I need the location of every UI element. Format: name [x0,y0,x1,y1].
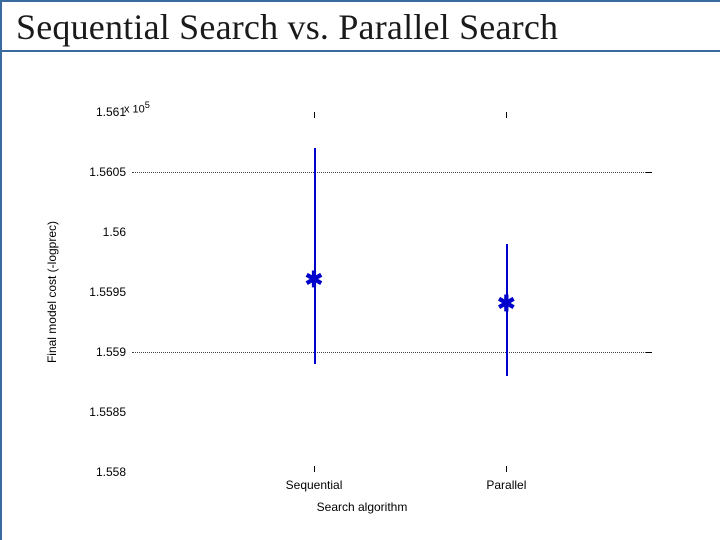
y-tick-dash [646,172,652,173]
data-point-marker: ✱ [305,269,323,291]
y-tick-label: 1.558 [96,465,132,479]
data-point-marker: ✱ [497,293,515,315]
chart: Final model cost (-logprec) x 105 1.5581… [42,92,682,512]
error-bar [314,148,316,364]
y-tick-label: 1.56 [103,225,132,239]
y-tick-dash [646,352,652,353]
slide-title-wrap: Sequential Search vs. Parallel Search [2,2,720,50]
x-top-tick [506,112,507,118]
y-tick-label: 1.5605 [89,165,132,179]
title-underline [0,50,720,52]
x-axis-title: Search algorithm [317,500,408,514]
y-tick-label: 1.5585 [89,405,132,419]
x-tick-label: Sequential [286,472,343,492]
gridline [132,352,652,353]
y-tick-label: 1.561 [96,105,132,119]
slide: { "title": "Sequential Search vs. Parall… [0,0,720,540]
y-tick-label: 1.559 [96,345,132,359]
slide-title: Sequential Search vs. Parallel Search [16,6,706,48]
gridline [132,172,652,173]
axes-box: x 105 1.5581.55851.5591.55951.561.56051.… [132,112,652,472]
x-tick-label: Parallel [486,472,526,492]
y-axis-title: Final model cost (-logprec) [45,221,59,363]
y-tick-label: 1.5595 [89,285,132,299]
x-top-tick [314,112,315,118]
